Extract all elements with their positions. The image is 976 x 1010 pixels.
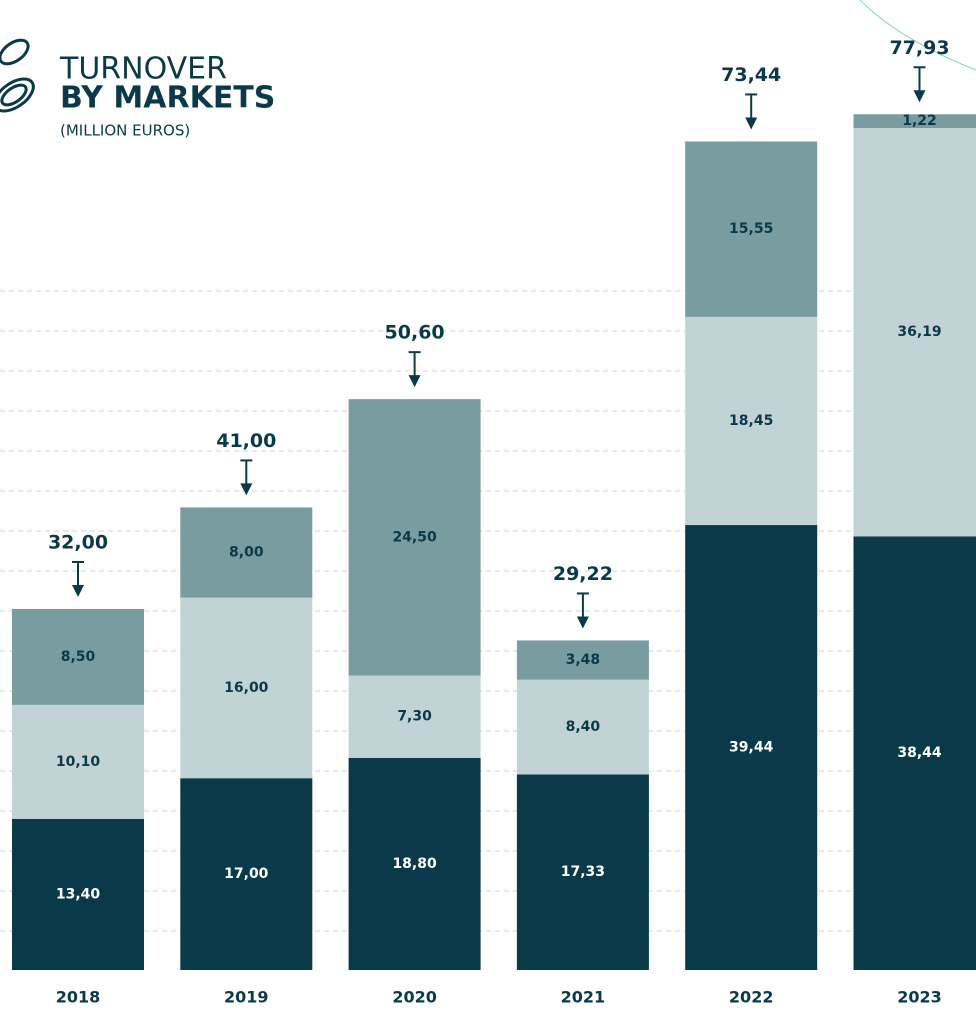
- total-label: 32,00: [48, 531, 108, 553]
- bar-segment: [12, 818, 144, 970]
- bar-segment: [685, 525, 818, 970]
- segment-label: 8,40: [566, 719, 601, 735]
- x-tick-label: 2019: [224, 988, 269, 1007]
- segment-label: 7,30: [397, 709, 432, 725]
- segment-label: 17,33: [561, 864, 605, 880]
- segment-label: 16,00: [224, 680, 269, 696]
- segment-label: 18,45: [729, 413, 773, 429]
- bar-segment: [348, 675, 481, 758]
- x-tick-label: 2020: [392, 988, 437, 1007]
- bar-segment: [685, 141, 818, 317]
- arrow-head: [745, 117, 758, 130]
- x-tick-label: 2022: [729, 988, 774, 1007]
- bar-segment: [348, 757, 481, 970]
- segment-label: 13,40: [56, 886, 101, 902]
- bar-segment: [180, 507, 313, 598]
- bar-segment: [180, 778, 313, 970]
- total-label: 29,22: [553, 563, 613, 585]
- segment-label: 36,19: [897, 324, 941, 340]
- segment-label: 39,44: [729, 740, 774, 756]
- bar-segment: [853, 114, 976, 129]
- bar-segment: [516, 774, 649, 970]
- arrow-head: [72, 584, 84, 597]
- segment-label: 18,80: [392, 856, 437, 872]
- chart-subtitle: (MILLION EUROS): [60, 122, 190, 140]
- bar-segment: [853, 536, 976, 970]
- total-arrow: [913, 66, 926, 103]
- segment-label: 24,50: [392, 529, 437, 545]
- chart-title-bold: BY MARKETS: [60, 81, 275, 116]
- coins-icon: [0, 38, 35, 113]
- total-arrow: [240, 459, 253, 496]
- total-label: 50,60: [385, 322, 445, 344]
- segment-label: 15,55: [729, 221, 773, 237]
- x-tick-label: 2023: [897, 988, 942, 1007]
- total-arrow: [408, 351, 421, 388]
- arrow-head: [240, 483, 253, 496]
- chart-title: TURNOVER: [59, 52, 227, 87]
- arrow-head: [408, 375, 421, 388]
- arrow-head: [576, 616, 589, 629]
- total-label: 41,00: [216, 430, 276, 452]
- bar-segment: [180, 597, 313, 779]
- total-arrow: [72, 560, 84, 597]
- segment-label: 8,00: [229, 545, 264, 561]
- x-tick-label: 2018: [56, 988, 101, 1007]
- x-tick-label: 2021: [561, 988, 606, 1007]
- bar-segment: [12, 704, 144, 819]
- arrow-head: [913, 90, 926, 103]
- segment-label: 38,44: [897, 745, 942, 761]
- segment-label: 10,10: [56, 754, 101, 770]
- total-label: 77,93: [889, 37, 949, 59]
- total-label: 73,44: [721, 64, 781, 86]
- segment-label: 17,00: [224, 866, 269, 882]
- total-arrow: [745, 93, 758, 130]
- bar-segment: [12, 608, 144, 705]
- decor-arc: [859, 0, 976, 71]
- bar-segment: [516, 640, 649, 680]
- bar-segment: [685, 316, 818, 526]
- segment-label: 8,50: [61, 649, 96, 665]
- segment-label: 3,48: [566, 652, 601, 668]
- bar-segment: [853, 128, 976, 537]
- segment-label: 1,22: [902, 113, 937, 129]
- bar-segment: [348, 399, 481, 676]
- bar-segment: [516, 679, 649, 775]
- total-arrow: [576, 592, 589, 629]
